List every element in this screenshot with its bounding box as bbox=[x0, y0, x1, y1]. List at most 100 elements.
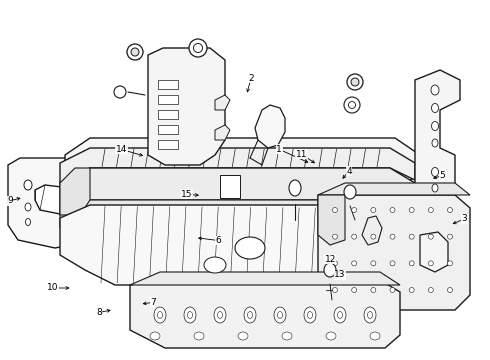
Ellipse shape bbox=[352, 207, 357, 212]
Ellipse shape bbox=[447, 288, 452, 292]
Ellipse shape bbox=[447, 261, 452, 266]
Ellipse shape bbox=[157, 311, 163, 319]
Polygon shape bbox=[158, 125, 178, 134]
Ellipse shape bbox=[371, 261, 376, 266]
Ellipse shape bbox=[304, 307, 316, 323]
Ellipse shape bbox=[194, 332, 204, 340]
Ellipse shape bbox=[127, 44, 143, 60]
Text: 12: 12 bbox=[324, 255, 336, 264]
Ellipse shape bbox=[194, 44, 202, 53]
Ellipse shape bbox=[347, 74, 363, 90]
Polygon shape bbox=[60, 168, 415, 215]
Ellipse shape bbox=[131, 48, 139, 56]
Text: 15: 15 bbox=[181, 190, 193, 199]
Ellipse shape bbox=[24, 180, 32, 190]
Polygon shape bbox=[60, 168, 90, 215]
Ellipse shape bbox=[409, 234, 414, 239]
Ellipse shape bbox=[390, 207, 395, 212]
Ellipse shape bbox=[235, 237, 265, 259]
Ellipse shape bbox=[338, 311, 343, 319]
Ellipse shape bbox=[308, 311, 313, 319]
Ellipse shape bbox=[428, 207, 433, 212]
Ellipse shape bbox=[351, 78, 359, 86]
Ellipse shape bbox=[184, 307, 196, 323]
Ellipse shape bbox=[390, 234, 395, 239]
Ellipse shape bbox=[324, 263, 336, 277]
Text: 2: 2 bbox=[248, 74, 254, 83]
Text: 11: 11 bbox=[295, 150, 307, 158]
Ellipse shape bbox=[447, 207, 452, 212]
Ellipse shape bbox=[277, 311, 283, 319]
Ellipse shape bbox=[409, 207, 414, 212]
Ellipse shape bbox=[428, 288, 433, 292]
Ellipse shape bbox=[370, 332, 380, 340]
Polygon shape bbox=[8, 158, 75, 248]
Ellipse shape bbox=[150, 332, 160, 340]
Text: 7: 7 bbox=[150, 298, 156, 307]
Ellipse shape bbox=[238, 332, 248, 340]
Ellipse shape bbox=[204, 257, 226, 273]
Polygon shape bbox=[130, 272, 400, 285]
Polygon shape bbox=[318, 195, 470, 310]
Polygon shape bbox=[215, 95, 230, 110]
Text: 3: 3 bbox=[462, 215, 467, 223]
Ellipse shape bbox=[25, 203, 31, 211]
Ellipse shape bbox=[188, 311, 193, 319]
Ellipse shape bbox=[432, 104, 439, 113]
Ellipse shape bbox=[344, 97, 360, 113]
Ellipse shape bbox=[371, 207, 376, 212]
Text: 6: 6 bbox=[215, 236, 221, 245]
Ellipse shape bbox=[390, 261, 395, 266]
Ellipse shape bbox=[114, 86, 126, 98]
Ellipse shape bbox=[409, 288, 414, 292]
Polygon shape bbox=[65, 138, 420, 195]
Ellipse shape bbox=[447, 234, 452, 239]
Polygon shape bbox=[60, 200, 415, 228]
Ellipse shape bbox=[431, 85, 439, 95]
Ellipse shape bbox=[432, 184, 438, 192]
Polygon shape bbox=[158, 110, 178, 119]
Text: 8: 8 bbox=[96, 308, 102, 317]
Ellipse shape bbox=[282, 332, 292, 340]
Ellipse shape bbox=[214, 307, 226, 323]
Polygon shape bbox=[130, 280, 400, 348]
Ellipse shape bbox=[247, 311, 252, 319]
Ellipse shape bbox=[25, 219, 30, 225]
Polygon shape bbox=[148, 48, 225, 165]
Ellipse shape bbox=[352, 288, 357, 292]
Polygon shape bbox=[415, 70, 460, 200]
Ellipse shape bbox=[432, 139, 438, 147]
Ellipse shape bbox=[334, 307, 346, 323]
Ellipse shape bbox=[189, 39, 207, 57]
Ellipse shape bbox=[333, 261, 338, 266]
Ellipse shape bbox=[274, 307, 286, 323]
Ellipse shape bbox=[352, 234, 357, 239]
Ellipse shape bbox=[218, 311, 222, 319]
Ellipse shape bbox=[333, 207, 338, 212]
Ellipse shape bbox=[368, 311, 372, 319]
Text: 4: 4 bbox=[346, 166, 352, 176]
Text: 5: 5 bbox=[439, 171, 445, 180]
Ellipse shape bbox=[432, 167, 439, 176]
Polygon shape bbox=[220, 175, 240, 198]
Polygon shape bbox=[362, 216, 382, 245]
Ellipse shape bbox=[344, 185, 356, 199]
Ellipse shape bbox=[326, 332, 336, 340]
Ellipse shape bbox=[364, 307, 376, 323]
Polygon shape bbox=[255, 105, 285, 148]
Ellipse shape bbox=[390, 288, 395, 292]
Polygon shape bbox=[318, 183, 470, 195]
Ellipse shape bbox=[333, 234, 338, 239]
Polygon shape bbox=[60, 148, 415, 183]
Ellipse shape bbox=[409, 261, 414, 266]
Text: 14: 14 bbox=[116, 145, 127, 154]
Ellipse shape bbox=[154, 307, 166, 323]
Ellipse shape bbox=[428, 234, 433, 239]
Ellipse shape bbox=[371, 234, 376, 239]
Polygon shape bbox=[318, 195, 345, 245]
Polygon shape bbox=[420, 232, 448, 272]
Text: 10: 10 bbox=[47, 284, 59, 292]
Polygon shape bbox=[158, 95, 178, 104]
Ellipse shape bbox=[333, 288, 338, 292]
Text: 13: 13 bbox=[334, 270, 346, 279]
